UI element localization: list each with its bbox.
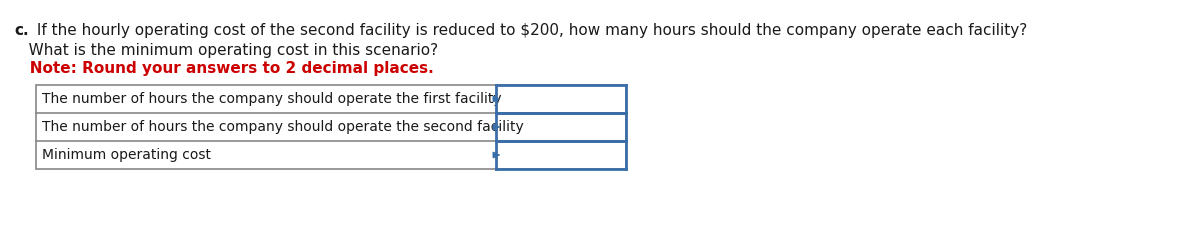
Text: If the hourly operating cost of the second facility is reduced to $200, how many: If the hourly operating cost of the seco… <box>32 23 1027 38</box>
Text: Minimum operating cost: Minimum operating cost <box>42 148 211 162</box>
Text: The number of hours the company should operate the second facility: The number of hours the company should o… <box>42 120 523 134</box>
Text: What is the minimum operating cost in this scenario?: What is the minimum operating cost in th… <box>14 43 438 58</box>
Text: Note: Round your answers to 2 decimal places.: Note: Round your answers to 2 decimal pl… <box>14 61 433 76</box>
Text: c.: c. <box>14 23 29 38</box>
Text: The number of hours the company should operate the first facility: The number of hours the company should o… <box>42 92 502 106</box>
Bar <box>36 85 626 169</box>
